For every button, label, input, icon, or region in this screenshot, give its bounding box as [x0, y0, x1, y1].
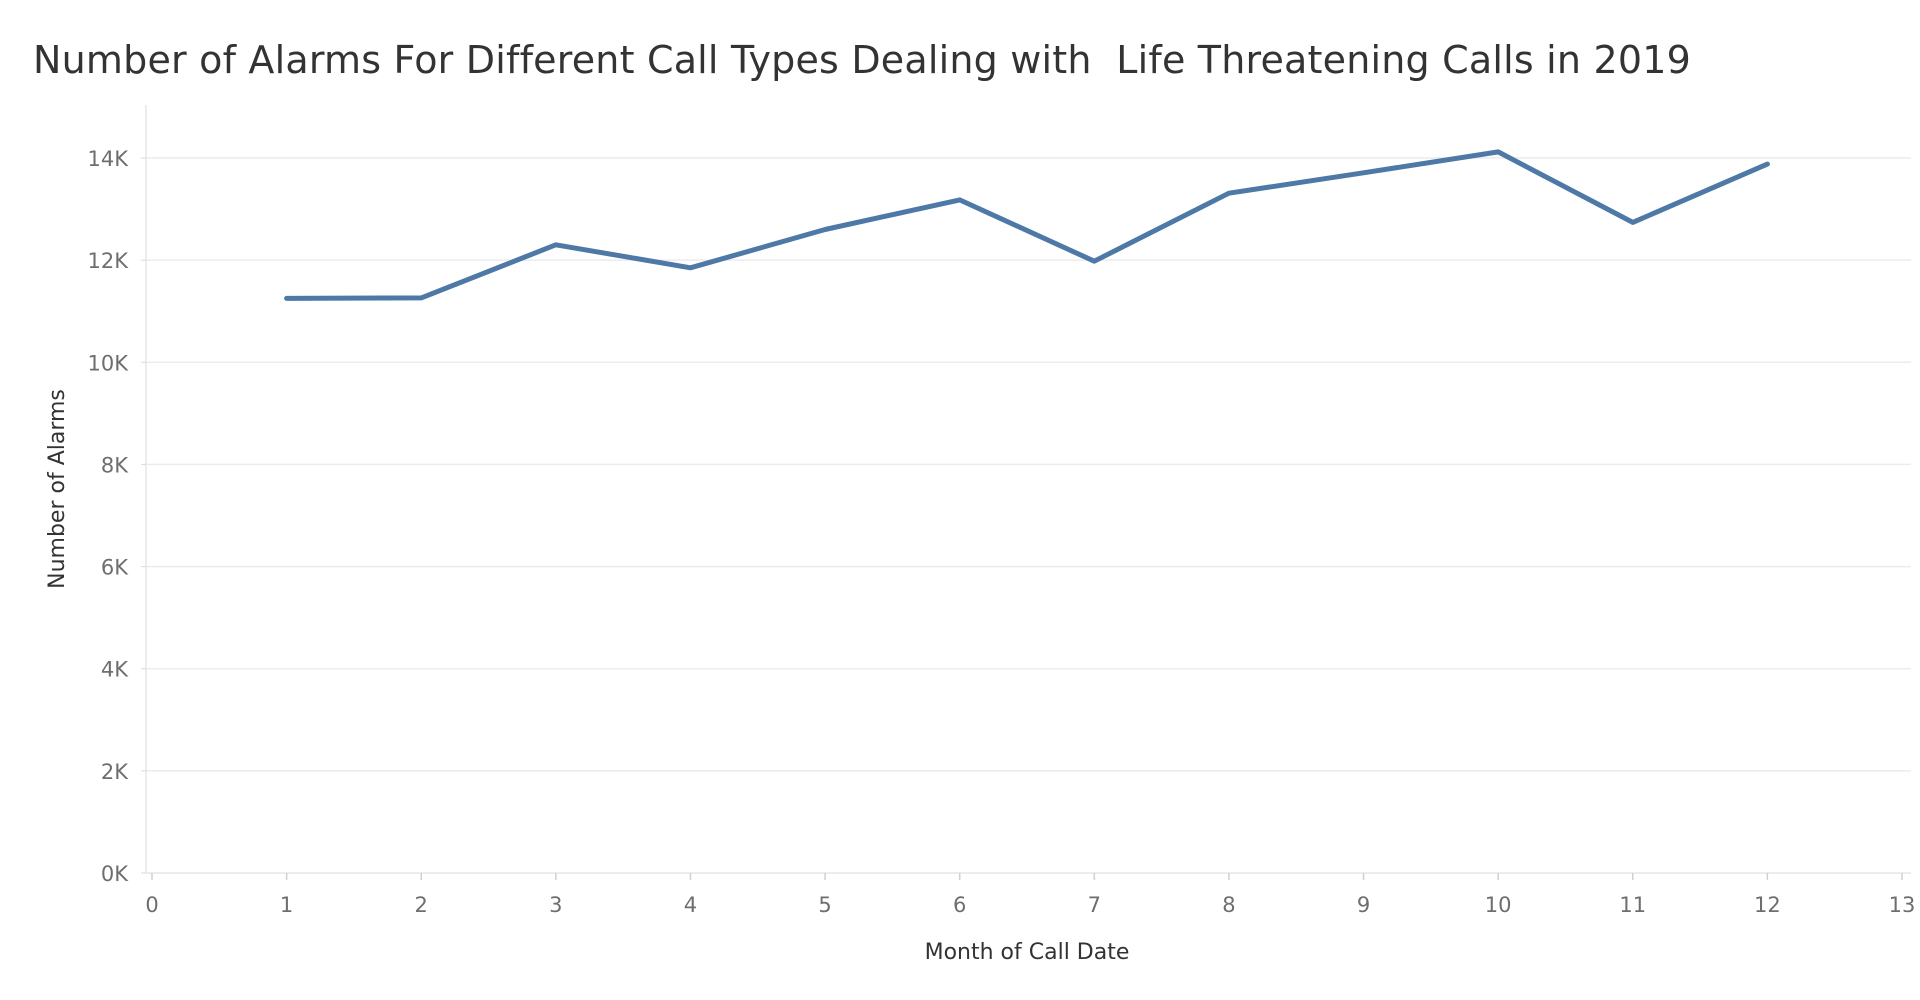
x-axis-title: Month of Call Date	[925, 940, 1130, 965]
series-line	[284, 149, 1770, 301]
gridlines	[146, 157, 1911, 772]
x-tick-label: 6	[953, 893, 966, 917]
chart-title: Number of Alarms For Different Call Type…	[33, 38, 1691, 82]
x-axis-ticks: 0 1 2 3 4 5 6 7 8 9 10 11 12 13	[145, 873, 1915, 917]
y-tick-label: 14K	[88, 147, 130, 171]
y-axis-ticks: 0K 2K 4K 6K 8K 10K 12K 14K	[88, 147, 146, 886]
y-axis-title: Number of Alarms	[45, 389, 70, 589]
x-tick-label: 1	[280, 893, 293, 917]
x-tick-label: 13	[1889, 893, 1916, 917]
x-tick-label: 3	[549, 893, 562, 917]
y-tick-label: 10K	[88, 351, 130, 375]
y-tick-label: 0K	[101, 862, 129, 886]
x-tick-label: 12	[1754, 893, 1781, 917]
x-tick-label: 4	[684, 893, 697, 917]
y-tick-label: 4K	[101, 658, 129, 682]
y-tick-label: 8K	[101, 453, 129, 477]
x-tick-label: 8	[1222, 893, 1235, 917]
x-tick-label: 11	[1619, 893, 1646, 917]
x-tick-label: 7	[1088, 893, 1101, 917]
x-tick-label: 9	[1357, 893, 1370, 917]
x-tick-label: 5	[818, 893, 831, 917]
x-tick-label: 2	[415, 893, 428, 917]
x-tick-label: 0	[145, 893, 158, 917]
y-tick-label: 12K	[88, 249, 130, 273]
series-lines	[284, 149, 1770, 301]
axes	[145, 105, 1911, 874]
x-tick-label: 10	[1485, 893, 1512, 917]
y-tick-label: 2K	[101, 760, 129, 784]
y-tick-label: 6K	[101, 556, 129, 580]
